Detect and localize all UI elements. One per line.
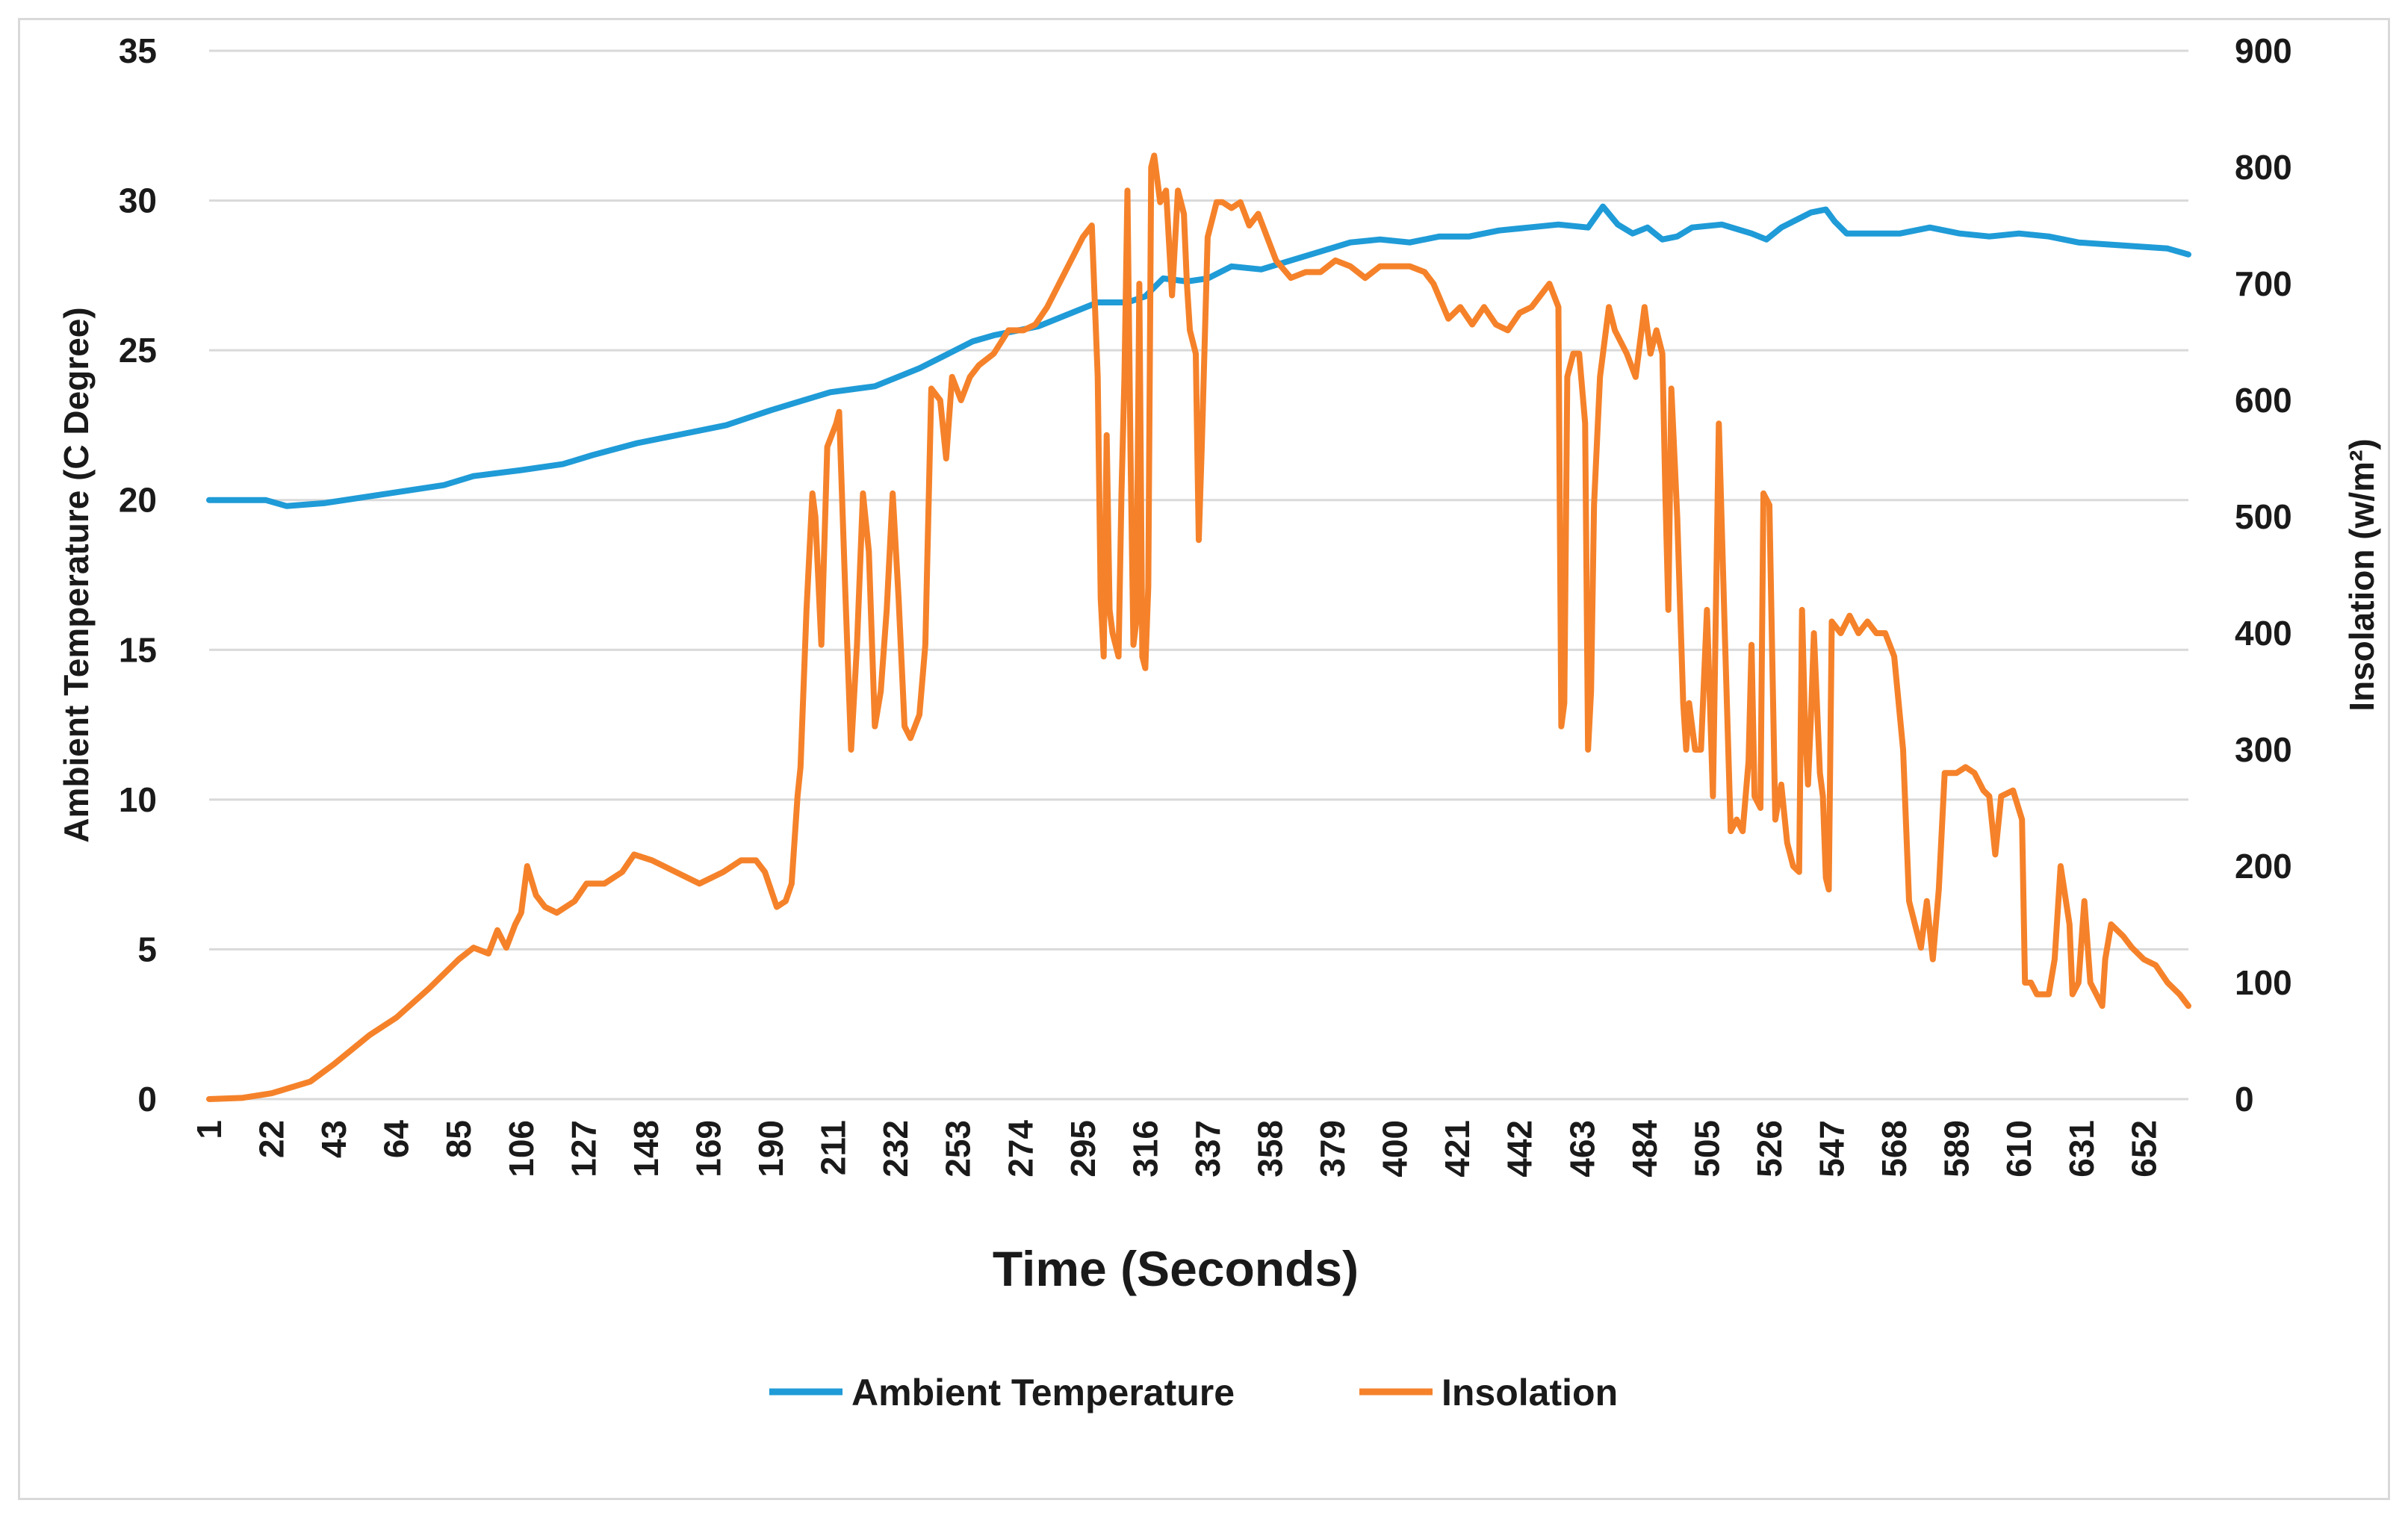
y-right-tick-label: 300 [2235, 730, 2292, 769]
x-tick-label: 253 [939, 1120, 978, 1178]
x-axis-ticks: 1 22 43 64 85 106 127 148 169 190 211 232 253 274 295 3… [190, 1120, 2163, 1178]
y-right-tick-label: 200 [2235, 847, 2292, 886]
y-left-tick-label: 15 [119, 630, 157, 669]
x-tick-label: 589 [1937, 1120, 1976, 1178]
x-tick-label: 358 [1250, 1120, 1289, 1178]
x-tick-label: 442 [1501, 1120, 1539, 1178]
x-tick-label: 1 [190, 1120, 229, 1139]
x-tick-label: 379 [1313, 1120, 1352, 1178]
x-tick-label: 463 [1563, 1120, 1601, 1178]
x-tick-label: 64 [377, 1120, 416, 1159]
y-right-tick-label: 700 [2235, 264, 2292, 303]
y-right-tick-label: 600 [2235, 381, 2292, 420]
x-tick-label: 148 [627, 1120, 665, 1178]
y-right-tick-label: 500 [2235, 497, 2292, 536]
y-axis-title-left: Ambient Temperature (C Degree) [57, 307, 96, 842]
x-tick-label: 22 [252, 1120, 291, 1158]
x-tick-label: 169 [689, 1120, 727, 1178]
y-right-tick-label: 400 [2235, 614, 2292, 653]
x-tick-label: 85 [439, 1120, 478, 1158]
y-left-tick-label: 20 [119, 481, 157, 520]
series-line-insolation [206, 152, 2191, 1102]
y-left-tick-label: 30 [119, 181, 157, 220]
y-left-tick-label: 35 [119, 31, 157, 70]
x-tick-label: 127 [564, 1120, 603, 1178]
legend-label-insolation: Insolation [1442, 1372, 1618, 1413]
y-right-tick-label: 800 [2235, 148, 2292, 187]
x-tick-label: 400 [1376, 1120, 1415, 1178]
x-tick-label: 232 [876, 1120, 915, 1178]
x-tick-label: 652 [2124, 1120, 2163, 1178]
y-left-tick-label: 5 [137, 930, 157, 968]
x-tick-label: 106 [502, 1120, 541, 1178]
y-axis-title-right: Insolation (w/m²) [2342, 438, 2381, 711]
x-tick-label: 316 [1126, 1120, 1164, 1178]
y-right-tick-label: 900 [2235, 31, 2292, 70]
right-axis-ticks: 0 100 200 300 400 500 600 700 800 900 [2235, 31, 2292, 1119]
y-right-tick-label: 0 [2235, 1080, 2254, 1119]
x-tick-label: 568 [1875, 1120, 1914, 1178]
left-axis-ticks: 0 5 10 15 20 25 30 35 [119, 31, 157, 1119]
x-axis-title: Time (Seconds) [993, 1241, 1359, 1296]
series-line-ambient-temperature [206, 203, 2191, 509]
x-tick-label: 631 [2062, 1120, 2101, 1178]
x-tick-label: 43 [314, 1120, 353, 1158]
y-left-tick-label: 25 [119, 331, 157, 370]
x-tick-label: 484 [1625, 1120, 1664, 1178]
x-tick-label: 547 [1813, 1120, 1852, 1178]
x-tick-label: 295 [1064, 1120, 1102, 1178]
x-tick-label: 526 [1750, 1120, 1789, 1178]
y-left-tick-label: 10 [119, 780, 157, 819]
x-tick-label: 505 [1687, 1120, 1726, 1178]
x-tick-label: 610 [1999, 1120, 2038, 1178]
y-left-tick-label: 0 [137, 1080, 157, 1119]
legend: Ambient Temperature Insolation [769, 1372, 1618, 1413]
x-tick-label: 190 [751, 1120, 790, 1178]
series-lines [206, 152, 2191, 1102]
x-tick-label: 274 [1001, 1120, 1040, 1178]
y-right-tick-label: 100 [2235, 963, 2292, 1002]
x-tick-label: 421 [1438, 1120, 1477, 1178]
x-tick-label: 337 [1188, 1120, 1227, 1178]
x-tick-label: 211 [814, 1120, 853, 1175]
legend-label-ambient-temperature: Ambient Temperature [851, 1372, 1235, 1413]
